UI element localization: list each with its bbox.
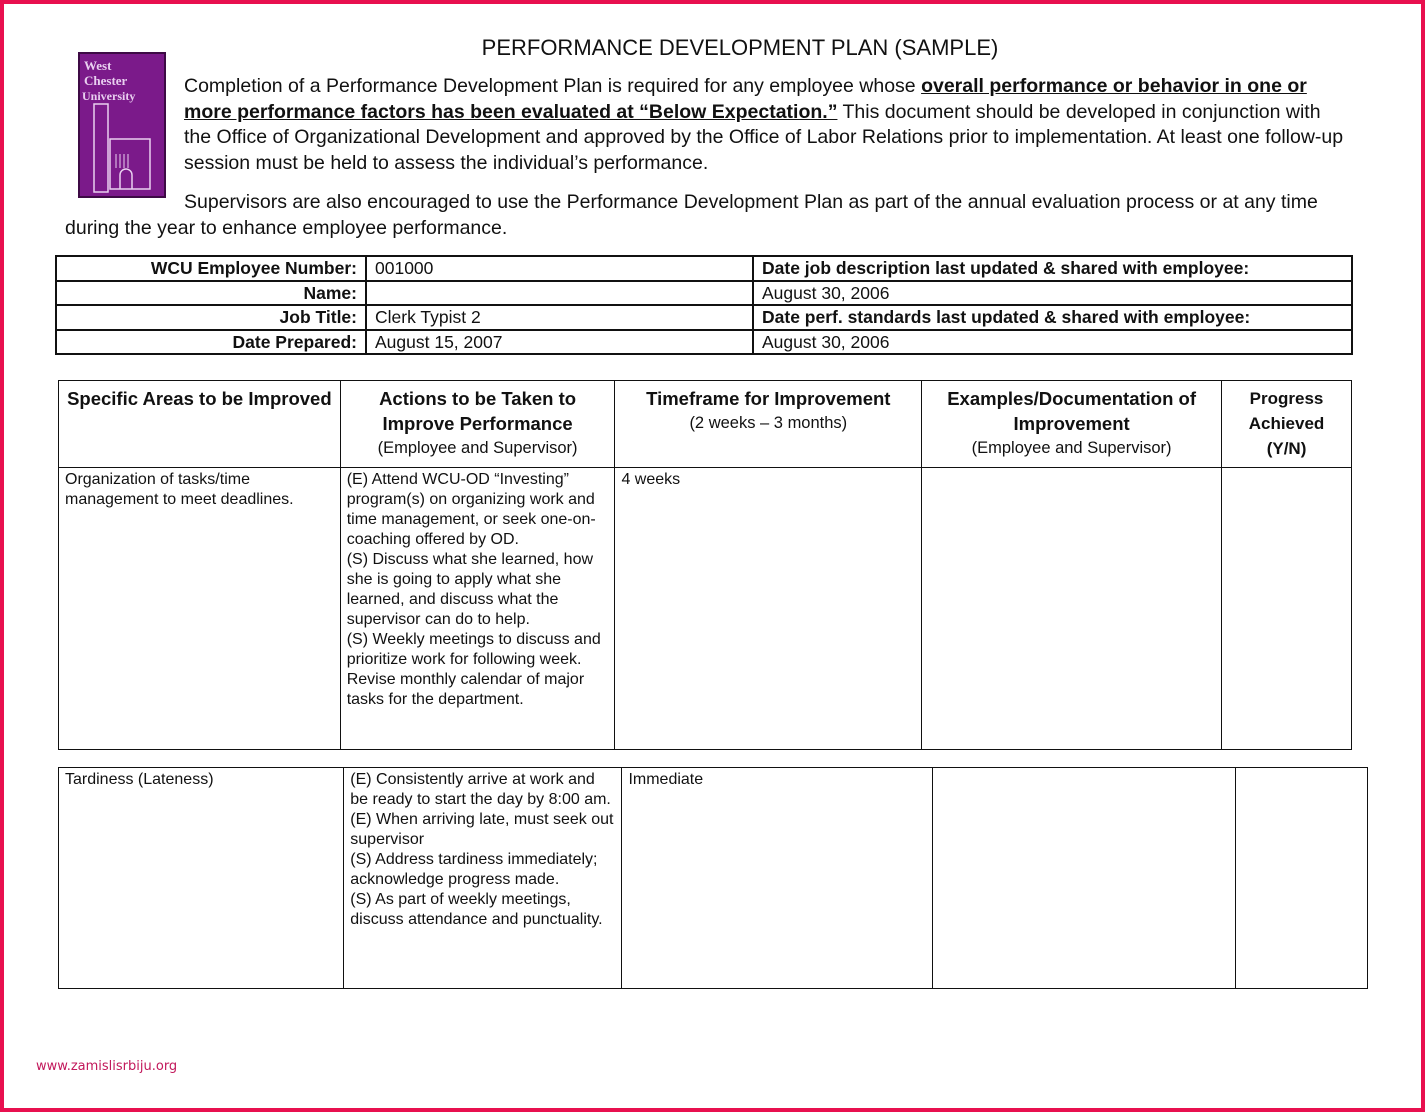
info-row: Job Title: Clerk Typist 2 Date perf. stand… (55, 304, 1353, 331)
info-row: Date Prepared: August 15, 2007 August 30, … (55, 328, 1353, 355)
plan-table-2: Tardiness (Lateness) (E) Consistently arr… (57, 767, 1368, 989)
header-title: Examples/Documentation of Improvement (947, 388, 1196, 434)
supervisor-paragraph: Supervisors are also encouraged to use t… (65, 191, 1318, 239)
column-header: Actions to be Taken to Improve Performan… (339, 380, 616, 468)
cell-actions: (E) Consistently arrive at work and be r… (343, 767, 623, 989)
intro-text: Completion of a Performance Development … (184, 75, 922, 97)
cell-area: Tardiness (Lateness) (57, 767, 345, 989)
info-row: WCU Employee Number: 001000 Date job descr… (55, 255, 1353, 282)
plan-table-1: Specific Areas to be Improved Actions to … (58, 380, 1352, 750)
page-title: PERFORMANCE DEVELOPMENT PLAN (SAMPLE) (481, 35, 999, 60)
info-value (365, 279, 754, 306)
intro-emphasis: overall performance or behavior in one o… (184, 75, 1307, 123)
employee-info-table: WCU Employee Number: 001000 Date job descr… (55, 255, 1353, 355)
svg-text:West: West (84, 58, 112, 73)
column-header: Examples/Documentation of Improvement (Em… (921, 380, 1223, 468)
cell-progress (1221, 467, 1352, 750)
info-label: Name: (55, 279, 367, 306)
info-right: August 30, 2006 (752, 328, 1353, 355)
header-row: Specific Areas to be Improved Actions to … (58, 380, 1352, 468)
header-subtitle: (Employee and Supervisor) (377, 439, 578, 457)
cell-progress (1235, 767, 1368, 989)
svg-text:University: University (82, 89, 135, 103)
info-label: Job Title: (55, 304, 367, 331)
info-value: Clerk Typist 2 (365, 304, 754, 331)
column-header: Progress Achieved (Y/N) (1221, 380, 1352, 468)
intro-text-2: This document should be developed in con… (184, 100, 1344, 174)
info-value: 001000 (365, 255, 754, 282)
cell-timeframe: Immediate (621, 767, 933, 989)
header-title: Timeframe for Improvement (646, 388, 891, 409)
cell-timeframe: 4 weeks (614, 467, 923, 750)
table-row: Organization of tasks/time management to… (58, 467, 1352, 750)
header-title: Progress Achieved (Y/N) (1248, 389, 1325, 458)
university-logo: West Chester University (78, 52, 166, 198)
info-row: Name: August 30, 2006 (55, 279, 1353, 306)
header-title: Specific Areas to be Improved (67, 388, 332, 409)
watermark: www.zamislisrbiju.org (36, 1059, 178, 1074)
header-subtitle: (Employee and Supervisor) (971, 439, 1172, 457)
info-label: WCU Employee Number: (55, 255, 367, 282)
cell-actions: (E) Attend WCU-OD “Investing” program(s)… (339, 467, 616, 750)
info-right: Date perf. standards last updated & shar… (752, 304, 1353, 331)
cell-examples (931, 767, 1237, 989)
header-title: Actions to be Taken to Improve Performan… (379, 388, 577, 434)
info-label: Date Prepared: (55, 328, 367, 355)
info-value: August 15, 2007 (365, 328, 754, 355)
intro-paragraph: Completion of a Performance Development … (184, 74, 1344, 176)
header-subtitle: (2 weeks – 3 months) (689, 414, 848, 432)
column-header: Timeframe for Improvement (2 weeks – 3 mo… (614, 380, 923, 468)
cell-examples (921, 467, 1223, 750)
table-row: Tardiness (Lateness) (E) Consistently arr… (57, 767, 1368, 989)
cell-area: Organization of tasks/time management to… (58, 467, 341, 750)
info-right: August 30, 2006 (752, 279, 1353, 306)
column-header: Specific Areas to be Improved (58, 380, 341, 468)
info-right: Date job description last updated & shar… (752, 255, 1353, 282)
svg-text:Chester: Chester (84, 73, 128, 88)
